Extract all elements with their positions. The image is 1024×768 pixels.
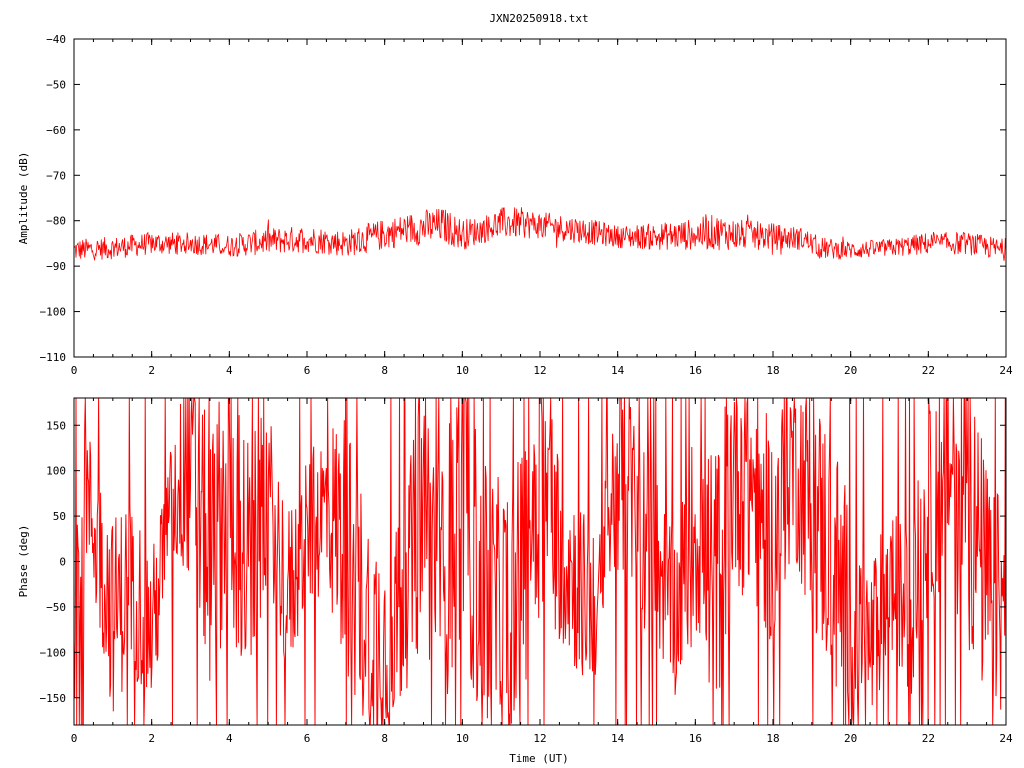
x-tick-label: 14 [611, 732, 625, 745]
y-tick-label: −100 [40, 306, 67, 319]
x-tick-label: 8 [381, 732, 388, 745]
x-tick-label: 12 [533, 364, 546, 377]
phase-panel: Phase (deg) Time (UT) 0 2 4 6 8 10 12 14 16 18 20 2… [17, 397, 1013, 765]
series-trace [74, 207, 1006, 261]
y-tick-label: −100 [40, 646, 67, 659]
plot-frame [73, 38, 1007, 358]
chart-title: JXN20250918.txt [489, 12, 588, 25]
x-tick-label: 4 [226, 732, 233, 745]
x-tick-label: 8 [381, 364, 388, 377]
y-tick-label: 0 [59, 556, 66, 569]
x-tick-label: 0 [71, 364, 78, 377]
x-tick-label: 12 [533, 732, 546, 745]
x-tick-label: 18 [766, 732, 779, 745]
x-tick-label: 16 [689, 732, 702, 745]
x-tick-label: 20 [844, 364, 857, 377]
y-tick-label: −70 [46, 169, 66, 182]
x-tick-label: 24 [999, 364, 1013, 377]
amplitude-axis-label: Amplitude (dB) [17, 152, 30, 245]
x-tick-label: 2 [148, 364, 155, 377]
time-axis-label: Time (UT) [509, 752, 569, 765]
y-tick-label: 50 [53, 510, 66, 523]
x-tick-label: 10 [456, 364, 469, 377]
y-tick-label: −80 [46, 215, 66, 228]
y-tick-label: −110 [40, 351, 67, 364]
x-tick-label: 10 [456, 732, 469, 745]
x-tick-label: 14 [611, 364, 625, 377]
y-tick-label: 150 [46, 419, 66, 432]
x-tick-label: 22 [922, 364, 935, 377]
series-trace [74, 398, 1006, 725]
x-tick-label: 18 [766, 364, 779, 377]
amplitude-panel: Amplitude (dB) 0 2 4 6 8 10 12 14 16 18 20 22 24−40−… [17, 33, 1013, 377]
x-tick-label: 16 [689, 364, 702, 377]
y-tick-label: 100 [46, 465, 66, 478]
y-tick-label: −50 [46, 601, 66, 614]
y-tick-label: −60 [46, 124, 66, 137]
y-tick-label: −90 [46, 260, 66, 273]
x-tick-label: 0 [71, 732, 78, 745]
x-tick-label: 6 [304, 732, 311, 745]
x-tick-label: 6 [304, 364, 311, 377]
x-tick-label: 24 [999, 732, 1013, 745]
y-tick-label: −50 [46, 78, 66, 91]
x-tick-label: 4 [226, 364, 233, 377]
phase-axis-label: Phase (deg) [17, 525, 30, 598]
x-tick-label: 2 [148, 732, 155, 745]
x-tick-label: 20 [844, 732, 857, 745]
y-tick-label: −150 [40, 692, 67, 705]
x-tick-label: 22 [922, 732, 935, 745]
y-tick-label: −40 [46, 33, 66, 46]
